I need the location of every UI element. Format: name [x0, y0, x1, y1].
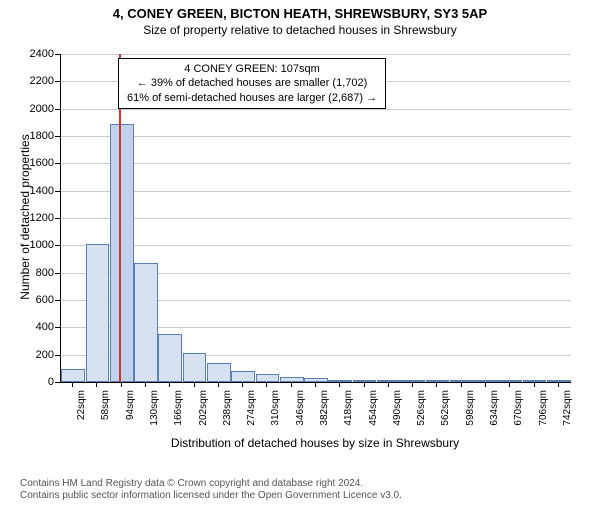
histogram-bar — [110, 124, 134, 382]
footer-attribution: Contains HM Land Registry data © Crown c… — [20, 478, 402, 502]
histogram-bar — [86, 244, 110, 382]
ytick-label: 1800 — [14, 130, 54, 142]
xtick-label: 706sqm — [538, 390, 549, 434]
gridline — [61, 191, 571, 192]
histogram-bar — [256, 374, 280, 382]
xtick-label: 490sqm — [392, 390, 403, 434]
xtick-label: 598sqm — [465, 390, 476, 434]
xtick-label: 274sqm — [246, 390, 257, 434]
ytick-label: 2000 — [14, 103, 54, 115]
histogram-bar — [183, 353, 207, 382]
xtick-label: 526sqm — [416, 390, 427, 434]
xtick-mark — [436, 382, 437, 387]
annotation-box: 4 CONEY GREEN: 107sqm ← 39% of detached … — [118, 58, 386, 109]
ytick-mark — [55, 300, 60, 301]
ytick-label: 400 — [14, 321, 54, 333]
chart-title: 4, CONEY GREEN, BICTON HEATH, SHREWSBURY… — [0, 6, 600, 21]
ytick-label: 2200 — [14, 75, 54, 87]
xtick-mark — [96, 382, 97, 387]
annotation-line-1: 4 CONEY GREEN: 107sqm — [127, 62, 377, 76]
xtick-mark — [194, 382, 195, 387]
footer-line-2: Contains public sector information licen… — [20, 490, 402, 502]
xtick-mark — [412, 382, 413, 387]
histogram-bar — [280, 377, 304, 382]
histogram-bar — [61, 369, 85, 382]
ytick-mark — [55, 273, 60, 274]
histogram-bar — [231, 371, 255, 382]
xtick-mark — [169, 382, 170, 387]
ytick-label: 2400 — [14, 48, 54, 60]
histogram-bar — [207, 363, 231, 382]
footer-line-1: Contains HM Land Registry data © Crown c… — [20, 478, 402, 490]
xtick-mark — [72, 382, 73, 387]
xtick-mark — [485, 382, 486, 387]
ytick-label: 1200 — [14, 212, 54, 224]
xtick-mark — [339, 382, 340, 387]
xtick-mark — [242, 382, 243, 387]
xtick-mark — [364, 382, 365, 387]
xtick-mark — [121, 382, 122, 387]
xtick-mark — [534, 382, 535, 387]
xtick-label: 562sqm — [440, 390, 451, 434]
ytick-mark — [55, 109, 60, 110]
xtick-mark — [315, 382, 316, 387]
ytick-mark — [55, 355, 60, 356]
x-axis-label: Distribution of detached houses by size … — [155, 436, 475, 450]
xtick-label: 238sqm — [222, 390, 233, 434]
gridline — [61, 245, 571, 246]
xtick-mark — [218, 382, 219, 387]
xtick-mark — [266, 382, 267, 387]
ytick-mark — [55, 136, 60, 137]
chart-subtitle: Size of property relative to detached ho… — [0, 23, 600, 37]
annotation-line-2: ← 39% of detached houses are smaller (1,… — [127, 76, 377, 90]
xtick-label: 634sqm — [489, 390, 500, 434]
xtick-mark — [461, 382, 462, 387]
xtick-label: 418sqm — [343, 390, 354, 434]
xtick-label: 166sqm — [173, 390, 184, 434]
ytick-mark — [55, 382, 60, 383]
annotation-line-3: 61% of semi-detached houses are larger (… — [127, 91, 377, 105]
ytick-label: 0 — [14, 376, 54, 388]
ytick-mark — [55, 218, 60, 219]
ytick-label: 800 — [14, 267, 54, 279]
ytick-mark — [55, 54, 60, 55]
xtick-label: 58sqm — [100, 390, 111, 434]
ytick-label: 1600 — [14, 157, 54, 169]
histogram-bar — [450, 380, 474, 382]
ytick-label: 1400 — [14, 185, 54, 197]
ytick-label: 200 — [14, 349, 54, 361]
xtick-label: 382sqm — [319, 390, 330, 434]
ytick-label: 600 — [14, 294, 54, 306]
histogram-bar — [158, 334, 182, 382]
xtick-label: 310sqm — [270, 390, 281, 434]
xtick-mark — [558, 382, 559, 387]
xtick-label: 454sqm — [368, 390, 379, 434]
xtick-label: 202sqm — [198, 390, 209, 434]
ytick-mark — [55, 191, 60, 192]
xtick-label: 670sqm — [513, 390, 524, 434]
xtick-mark — [509, 382, 510, 387]
ytick-mark — [55, 245, 60, 246]
ytick-mark — [55, 81, 60, 82]
gridline — [61, 218, 571, 219]
ytick-label: 1000 — [14, 239, 54, 251]
xtick-label: 130sqm — [149, 390, 160, 434]
gridline — [61, 163, 571, 164]
gridline — [61, 54, 571, 55]
xtick-label: 742sqm — [562, 390, 573, 434]
ytick-mark — [55, 163, 60, 164]
chart-container: 4, CONEY GREEN, BICTON HEATH, SHREWSBURY… — [0, 6, 600, 506]
xtick-mark — [388, 382, 389, 387]
xtick-mark — [145, 382, 146, 387]
ytick-mark — [55, 327, 60, 328]
xtick-label: 22sqm — [76, 390, 87, 434]
xtick-mark — [291, 382, 292, 387]
histogram-bar — [134, 263, 158, 382]
xtick-label: 346sqm — [295, 390, 306, 434]
histogram-bar — [377, 380, 401, 382]
histogram-bar — [547, 380, 571, 382]
xtick-label: 94sqm — [125, 390, 136, 434]
gridline — [61, 136, 571, 137]
